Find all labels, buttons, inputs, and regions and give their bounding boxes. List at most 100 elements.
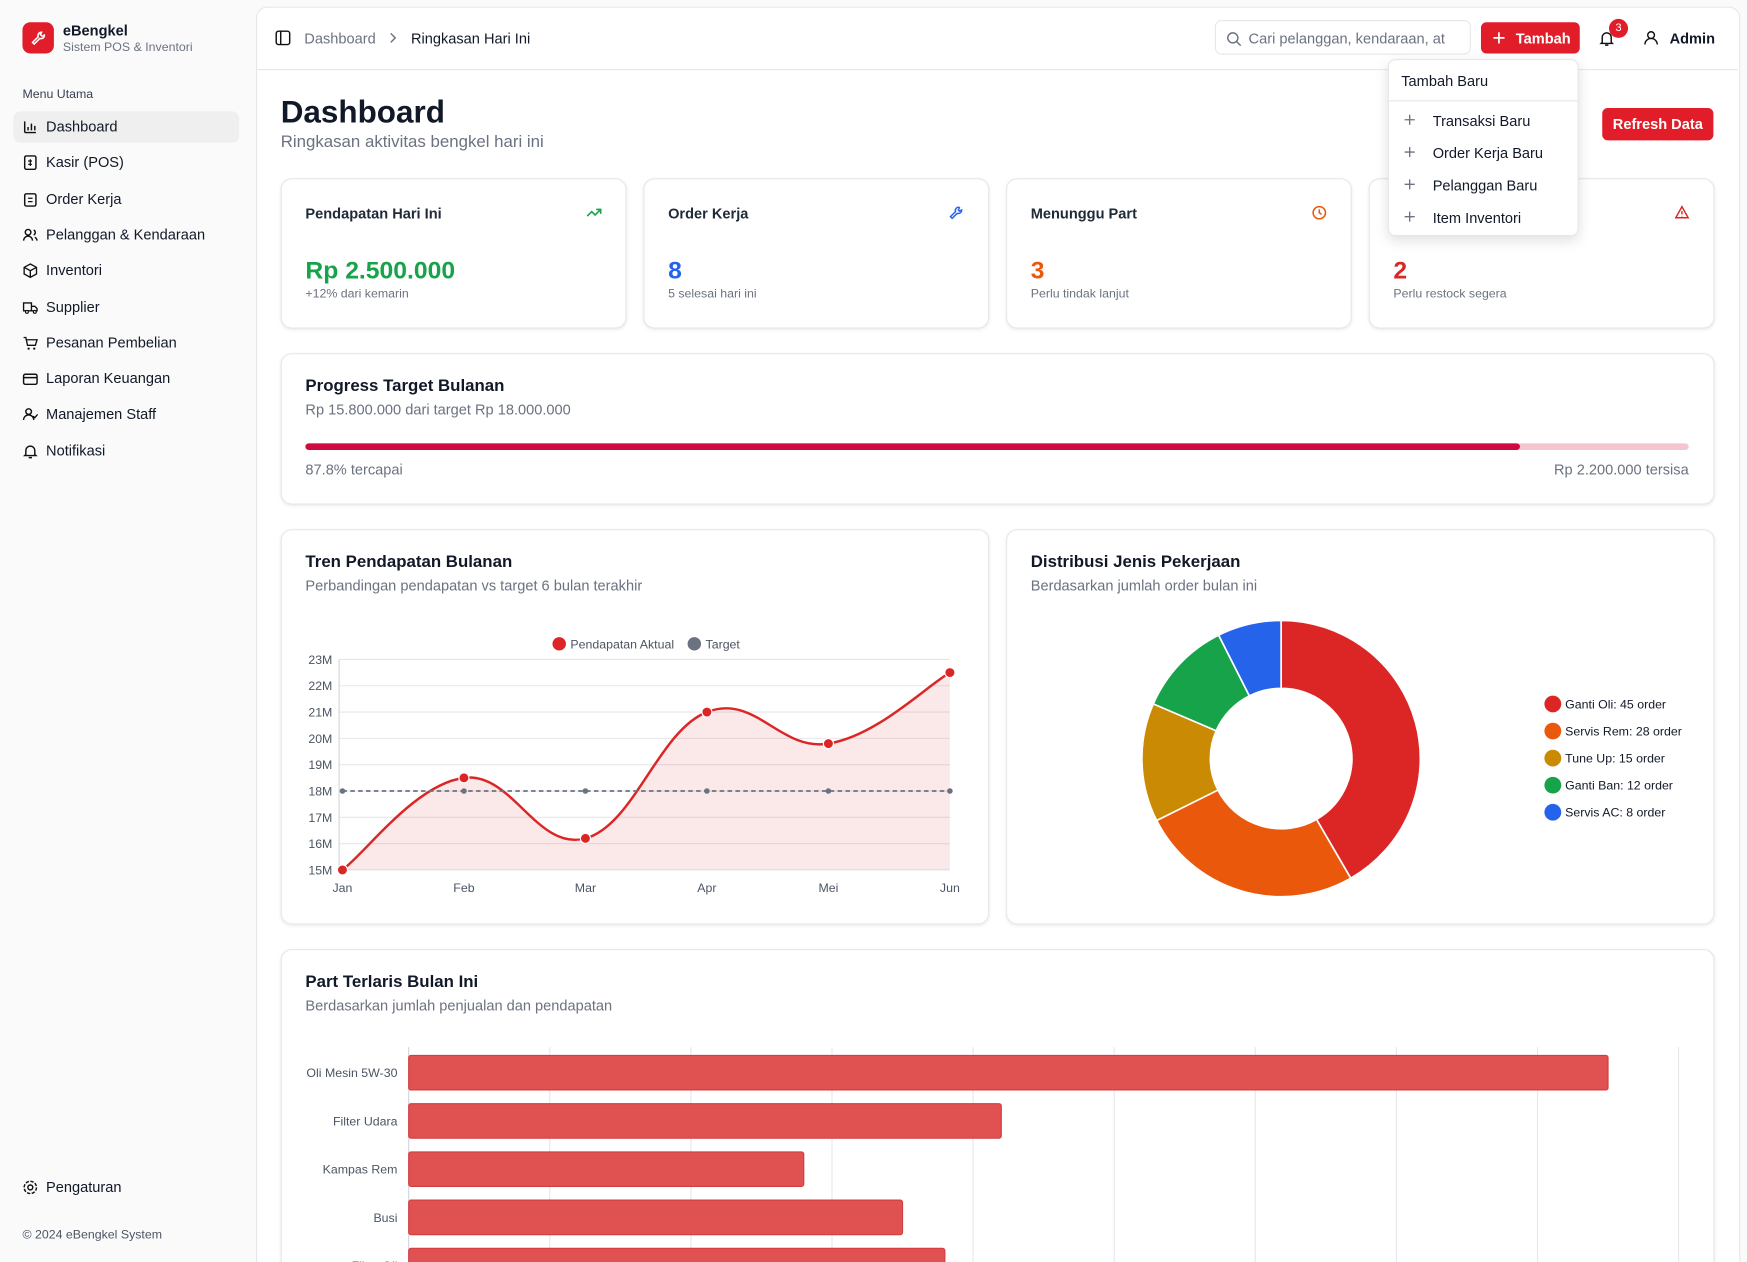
x-tick-label: Jun xyxy=(940,881,960,895)
menu-label: Notifikasi xyxy=(46,441,106,459)
menu-icon xyxy=(22,373,38,386)
menu-item[interactable]: Dashboard xyxy=(13,111,240,143)
brand-name: eBengkel xyxy=(62,22,128,39)
stat-icon xyxy=(1674,205,1690,219)
bar xyxy=(408,1054,1609,1091)
legend-marker xyxy=(1544,749,1562,767)
menu-label: Pesanan Pembelian xyxy=(46,333,177,351)
point xyxy=(825,788,832,794)
chart-title: Part Terlaris Bulan Ini xyxy=(305,972,479,992)
legend-label: Pendapatan Aktual xyxy=(570,637,674,651)
stat-card xyxy=(643,178,990,329)
user-name[interactable]: Admin xyxy=(1669,30,1716,47)
y-tick-label: Filter Udara xyxy=(333,1114,398,1128)
add-menu-title: Tambah Baru xyxy=(1401,72,1489,90)
chart-subtitle: Perbandingan pendapatan vs target 6 bula… xyxy=(305,577,643,594)
y-tick-label: 17M xyxy=(308,811,332,825)
search-placeholder: Cari pelanggan, kendaraan, at xyxy=(1248,30,1445,47)
settings-link[interactable]: Pengaturan xyxy=(13,1172,239,1203)
add-menu-item[interactable]: Order Kerja Baru xyxy=(1432,144,1544,162)
x-tick-label: Mar xyxy=(575,881,596,895)
progress-title: Progress Target Bulanan xyxy=(305,376,505,396)
y-tick-label: Filter Oli xyxy=(352,1259,398,1262)
y-tick-label: Kampas Rem xyxy=(323,1163,398,1177)
y-tick-label: 22M xyxy=(308,679,332,693)
stat-icon xyxy=(1312,205,1327,220)
plus-icon xyxy=(1404,147,1415,158)
legend-label: Target xyxy=(706,637,741,651)
progress-percent-label: 87.8% tercapai xyxy=(305,461,403,478)
menu-item[interactable]: Order Kerja xyxy=(13,183,239,214)
add-menu-divider xyxy=(1388,100,1578,102)
point xyxy=(704,788,710,794)
menu-item[interactable]: Pesanan Pembelian xyxy=(13,327,239,358)
legend-marker xyxy=(552,637,566,651)
settings-label: Pengaturan xyxy=(46,1178,122,1196)
menu-label: Supplier xyxy=(46,297,100,315)
point xyxy=(947,788,953,794)
stat-label: Menunggu Part xyxy=(1030,204,1137,222)
menu-item[interactable]: Kasir (POS) xyxy=(13,147,239,178)
add-menu-item[interactable]: Transaksi Baru xyxy=(1432,112,1531,130)
slice xyxy=(1217,619,1282,697)
bar xyxy=(408,1103,1002,1139)
chart-subtitle: Berdasarkan jumlah order bulan ini xyxy=(1030,577,1258,594)
stat-value: 3 xyxy=(1030,256,1045,285)
menu-label: Kasir (POS) xyxy=(46,154,124,171)
notification-badge: 3 xyxy=(1608,18,1629,38)
page-title: Dashboard xyxy=(280,94,445,130)
point xyxy=(461,788,467,794)
point xyxy=(339,788,346,794)
line xyxy=(341,671,951,871)
menu-item[interactable]: Laporan Keuangan xyxy=(13,363,239,394)
brand-tagline: Sistem POS & Inventori xyxy=(62,41,193,55)
menu-item[interactable]: Notifikasi xyxy=(13,435,239,466)
add-menu-item[interactable]: Item Inventori xyxy=(1432,209,1522,227)
y-tick-label: Oli Mesin 5W-30 xyxy=(306,1066,397,1080)
bar xyxy=(408,1247,946,1262)
stat-label: Pendapatan Hari Ini xyxy=(305,204,442,222)
stat-card xyxy=(1006,178,1352,329)
user-icon[interactable] xyxy=(1644,30,1659,46)
x-tick-label: Apr xyxy=(697,881,716,895)
add-button[interactable]: Tambah xyxy=(1480,22,1580,54)
page-subtitle: Ringkasan aktivitas bengkel hari ini xyxy=(280,132,544,152)
y-tick-label: 16M xyxy=(308,837,332,851)
progress-subtitle: Rp 15.800.000 dari target Rp 18.000.000 xyxy=(305,401,571,418)
menu-item[interactable]: Pelanggan & Kendaraan xyxy=(13,219,239,250)
legend-label: Servis Rem: 28 order xyxy=(1565,725,1682,739)
menu-item[interactable]: Supplier xyxy=(13,291,239,322)
chart-subtitle: Berdasarkan jumlah penjualan dan pendapa… xyxy=(305,996,613,1014)
legend-label: Ganti Oli: 45 order xyxy=(1565,697,1666,711)
chart-title: Distribusi Jenis Pekerjaan xyxy=(1030,552,1241,572)
legend-marker xyxy=(1544,722,1562,740)
progress-card xyxy=(280,353,1715,505)
plus-icon xyxy=(1404,211,1415,222)
point xyxy=(944,667,956,679)
progress-fill xyxy=(305,443,1520,451)
legend-marker xyxy=(1544,695,1562,713)
menu-icon xyxy=(23,192,37,207)
stat-value: Rp 2.500.000 xyxy=(305,256,456,285)
legend-label: Tune Up: 15 order xyxy=(1565,752,1665,766)
bar xyxy=(408,1151,805,1187)
menu-icon xyxy=(22,228,38,241)
legend-label: Ganti Ban: 12 order xyxy=(1565,779,1673,793)
refresh-button[interactable]: Refresh Data xyxy=(1602,108,1714,141)
notification-bell[interactable] xyxy=(1599,30,1615,47)
plus-icon xyxy=(1404,114,1415,125)
menu-label: Inventori xyxy=(46,261,103,279)
menu-icon xyxy=(23,263,38,279)
menu-item[interactable]: Manajemen Staff xyxy=(13,399,239,430)
search-box[interactable]: Cari pelanggan, kendaraan, at xyxy=(1214,20,1471,55)
menu-icon xyxy=(22,445,38,458)
stat-icon xyxy=(949,206,963,220)
legend-marker xyxy=(1544,776,1562,794)
menu-item[interactable]: Inventori xyxy=(13,255,239,286)
breadcrumb-item[interactable]: Dashboard xyxy=(304,30,376,47)
sidebar-toggle[interactable] xyxy=(275,30,291,46)
footer: © 2024 eBengkel System xyxy=(22,1228,163,1242)
legend-marker xyxy=(1544,803,1562,821)
add-menu-item[interactable]: Pelanggan Baru xyxy=(1432,177,1538,194)
